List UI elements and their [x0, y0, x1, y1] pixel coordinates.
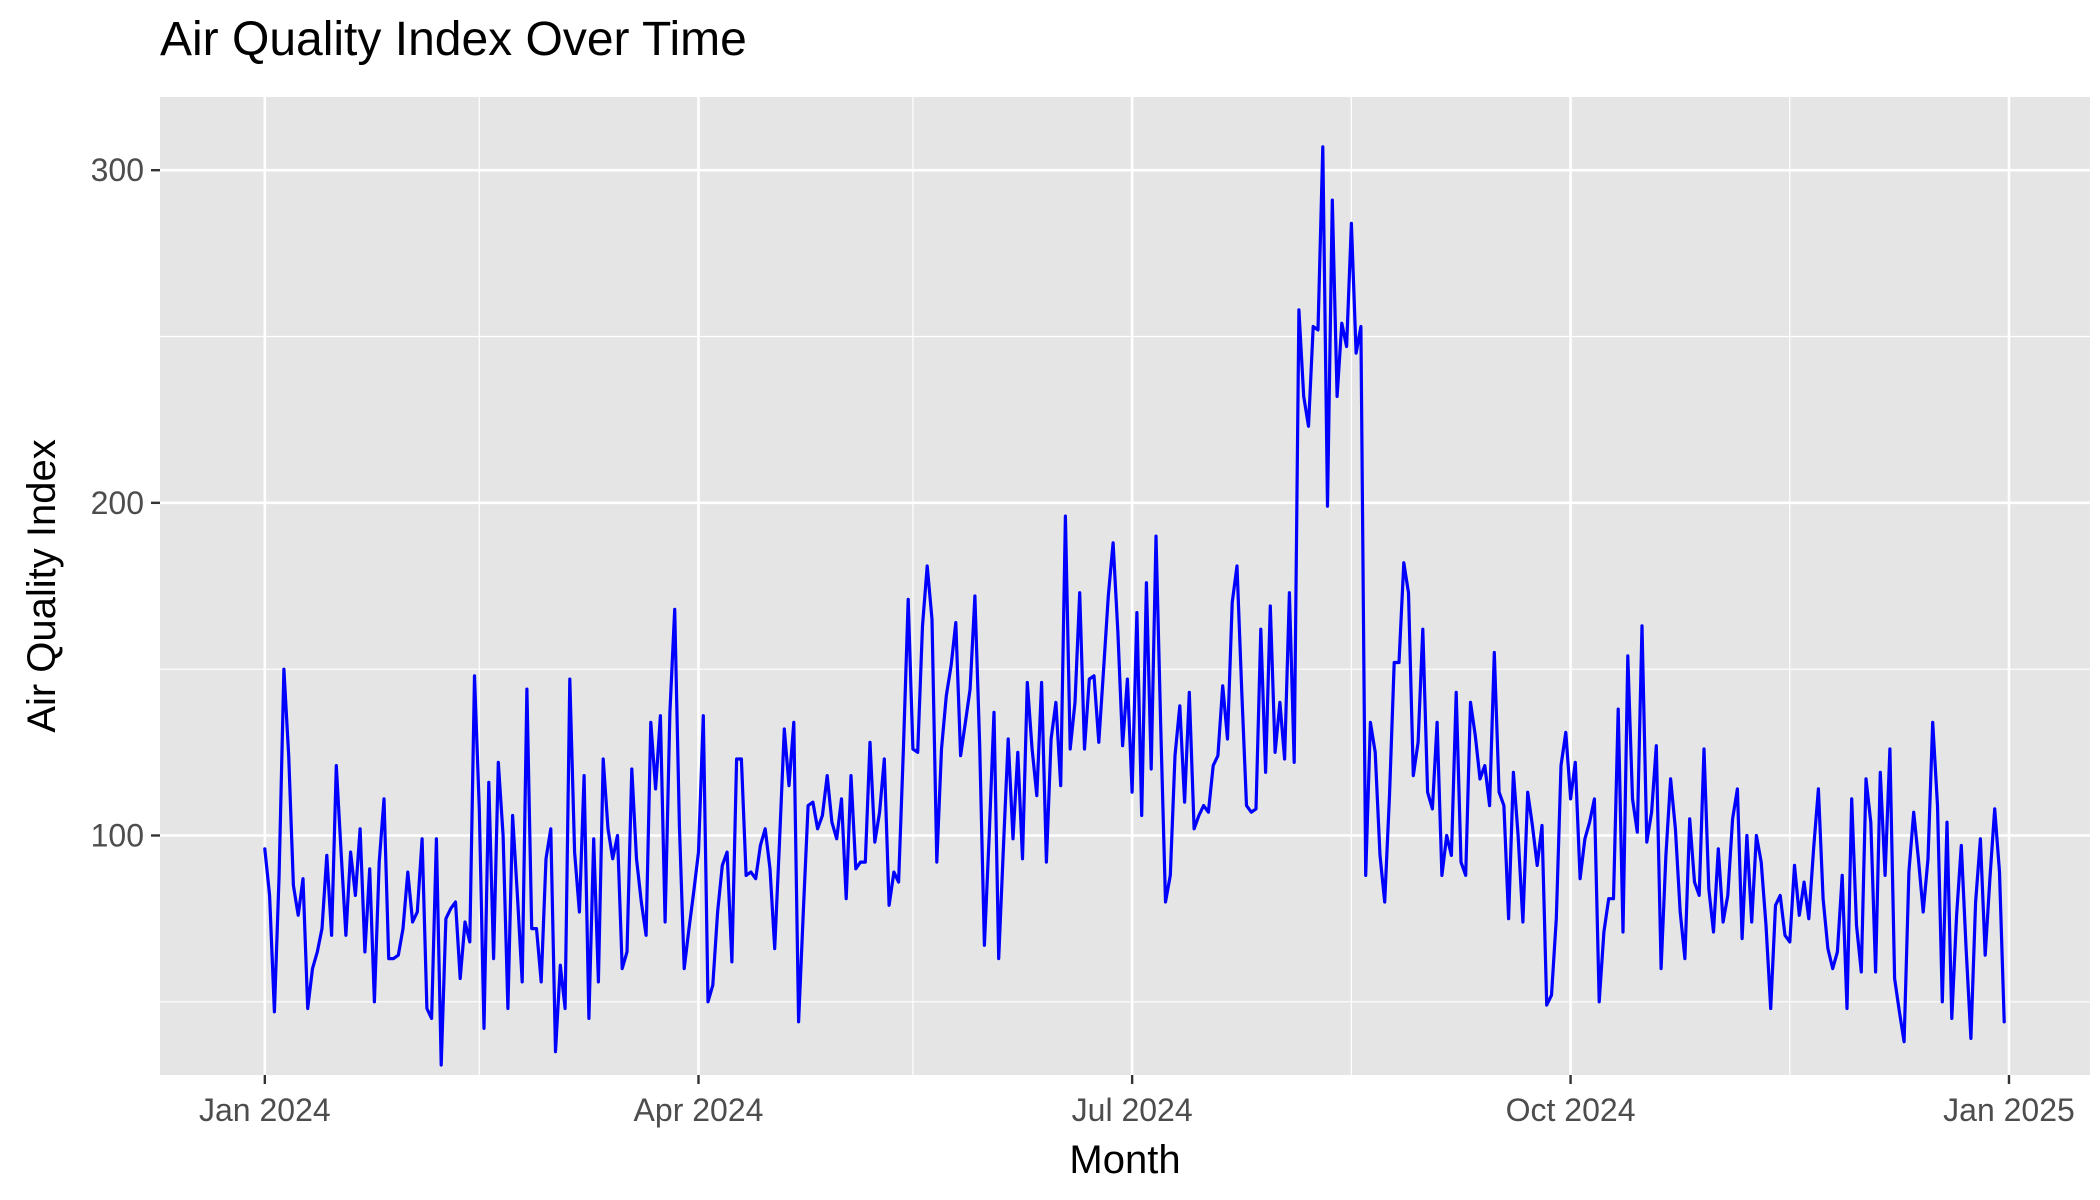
x-axis-ticks: Jan 2024 Apr 2024 Jul 2024 Oct 2024 Jan 2025: [199, 1075, 2075, 1128]
y-axis-ticks: 100 200 300: [91, 152, 160, 853]
plot-panel: [160, 97, 2090, 1075]
x-tick-label: Jul 2024: [1072, 1092, 1193, 1128]
x-tick-label: Jan 2024: [199, 1092, 331, 1128]
y-tick-label: 200: [91, 485, 144, 521]
x-axis-title: Month: [1069, 1138, 1180, 1182]
series-layer: [263, 145, 2006, 1067]
y-tick-label: 300: [91, 152, 144, 188]
chart-title: Air Quality Index Over Time: [160, 13, 747, 66]
x-tick-label: Oct 2024: [1506, 1092, 1636, 1128]
x-tick-label: Jan 2025: [1943, 1092, 2075, 1128]
x-tick-label: Apr 2024: [634, 1092, 764, 1128]
y-axis-title: Air Quality Index: [20, 439, 64, 732]
y-tick-label: 100: [91, 817, 144, 853]
minor-gridlines: [160, 97, 2090, 1075]
major-gridlines: [160, 97, 2090, 1075]
aqi-series-line: [263, 145, 2006, 1067]
